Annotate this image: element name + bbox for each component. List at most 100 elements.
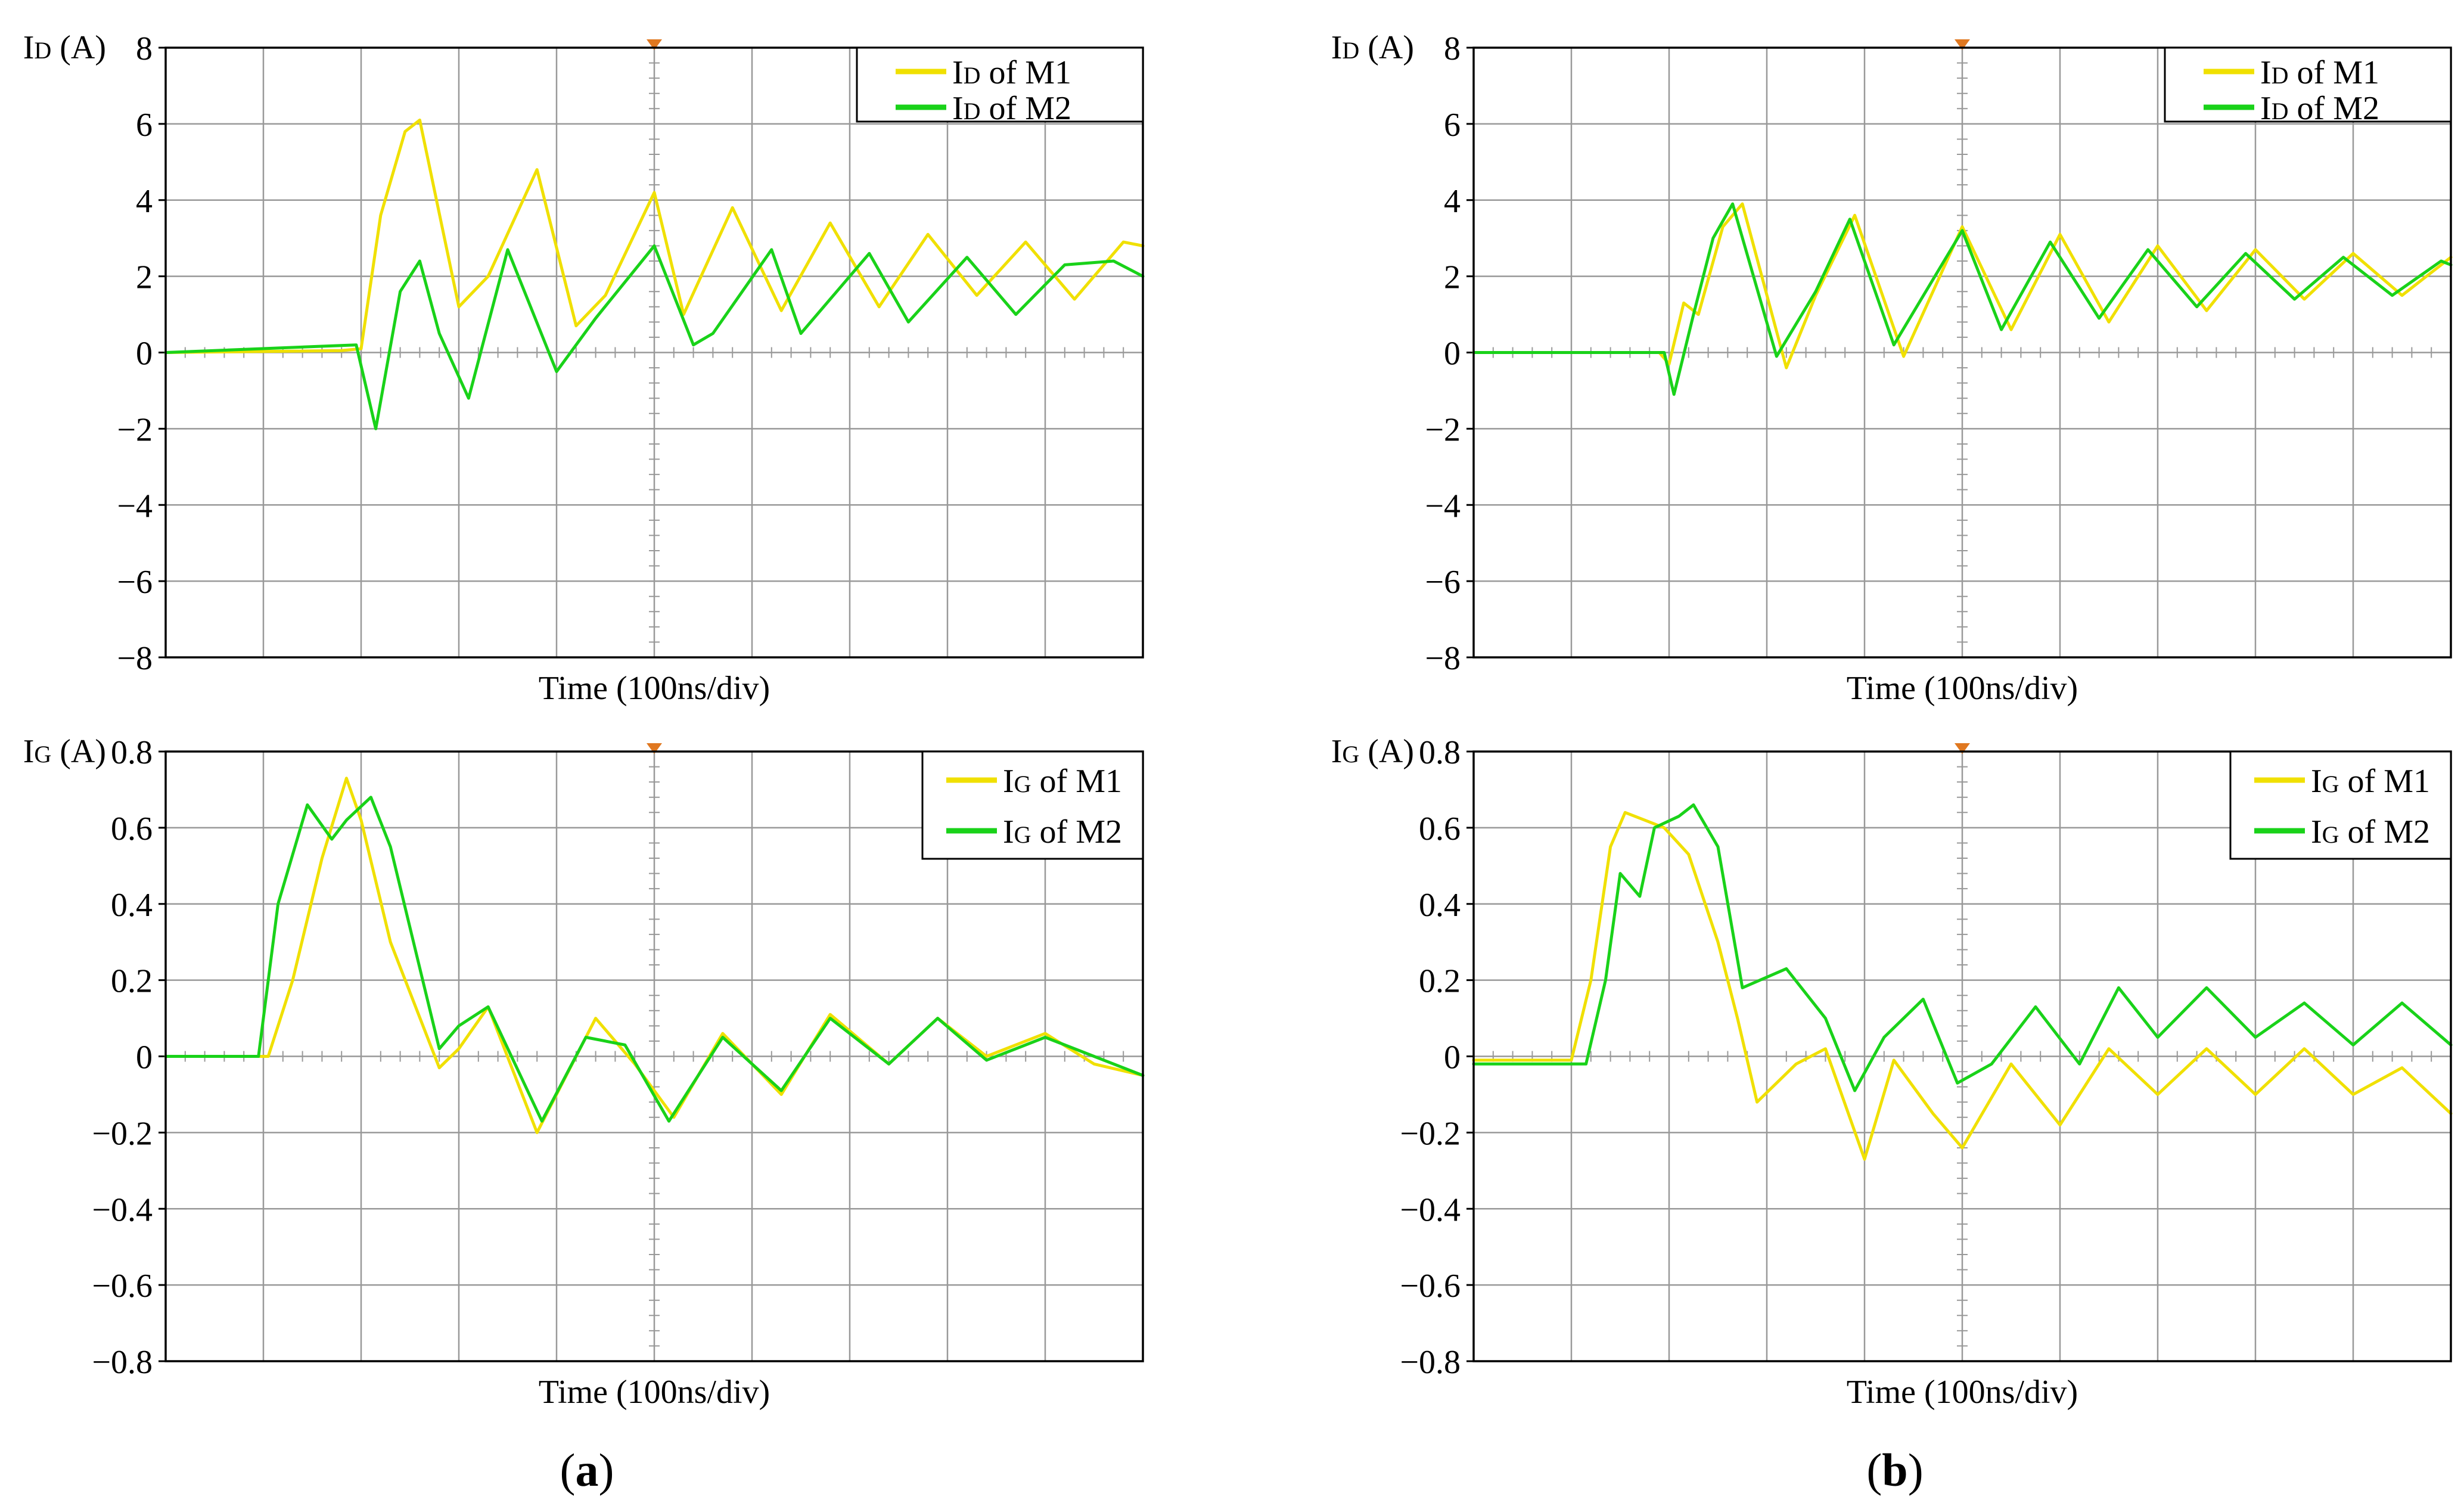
x-axis-label: Time (100ns/div) — [1847, 670, 2078, 707]
y-tick-label: 0 — [1444, 336, 1461, 372]
series-line-2 — [164, 244, 1145, 430]
y-tick-label: 6 — [136, 107, 153, 144]
series-line-1 — [1472, 202, 2453, 370]
grid — [1473, 751, 2451, 1362]
y-label-main: I — [1331, 733, 1343, 770]
panel-label-b: (b) — [1866, 1444, 1923, 1496]
y-tick-label: 0.8 — [111, 734, 153, 771]
series-line-2 — [1472, 202, 2453, 396]
series-group — [164, 119, 1145, 430]
legend-entry: ID of M2 — [2260, 90, 2379, 127]
y-tick-label: 0.8 — [1419, 734, 1461, 771]
legend-main: I — [952, 90, 964, 127]
y-tick-label: −6 — [117, 564, 153, 601]
legend-box — [921, 750, 1144, 860]
series-line-1 — [164, 119, 1145, 354]
y-tick-label: 0.2 — [1419, 963, 1461, 1000]
legend-entry: ID of M1 — [952, 54, 1071, 91]
series-line-2 — [1472, 803, 2453, 1092]
y-label-main: I — [1331, 29, 1343, 66]
legend-sub: D — [2272, 98, 2289, 125]
y-tick-label: 0 — [136, 1039, 153, 1076]
legend-main: I — [1003, 763, 1014, 800]
y-axis-label: ID (A) — [1331, 29, 1414, 66]
legend-rest: of M2 — [2339, 814, 2430, 850]
y-tick-label: 2 — [136, 259, 153, 296]
y-label-unit: (A) — [51, 733, 106, 770]
legend-sub: G — [1014, 821, 1031, 848]
y-label-sub: G — [34, 741, 51, 768]
y-tick-label: −4 — [117, 488, 153, 524]
x-axis-label: Time (100ns/div) — [539, 1374, 770, 1411]
y-tick-label: 0.6 — [1419, 811, 1461, 847]
legend-rest: of M1 — [2289, 54, 2379, 91]
panel-label-open: ( — [1866, 1444, 1882, 1496]
series-group — [1472, 803, 2453, 1161]
y-tick-label: −0.6 — [1400, 1268, 1461, 1305]
y-tick-label: −2 — [1425, 411, 1461, 448]
legend-rest: of M1 — [981, 54, 1071, 91]
legend-box — [2229, 750, 2452, 860]
y-tick-label: −0.4 — [1400, 1191, 1461, 1228]
legend-sub: D — [2272, 62, 2289, 89]
x-axis-label: Time (100ns/div) — [1847, 1374, 2078, 1411]
plot-frame — [164, 46, 1144, 659]
y-axis-label: ID (A) — [23, 29, 106, 66]
y-tick-label: 0 — [136, 336, 153, 372]
y-label-sub: G — [1342, 741, 1359, 768]
panel-label-close: ) — [1908, 1444, 1924, 1496]
plot-frame — [164, 750, 1144, 1362]
y-label-unit: (A) — [51, 29, 106, 66]
y-tick-label: 2 — [1444, 259, 1461, 296]
legend-rest: of M2 — [981, 90, 1071, 127]
legend-sub: G — [2322, 771, 2339, 797]
legend-entry: ID of M1 — [2260, 54, 2379, 91]
panel-label-letter: a — [576, 1444, 599, 1496]
series-line-1 — [1472, 811, 2453, 1161]
y-tick-label: 0.2 — [111, 963, 153, 1000]
y-tick-label: 4 — [136, 183, 153, 220]
y-tick-label: −0.8 — [1400, 1344, 1461, 1381]
legend: IG of M1 IG of M2 — [2229, 750, 2452, 860]
y-tick-label: 6 — [1444, 107, 1461, 144]
legend-entry: IG of M2 — [2311, 814, 2430, 850]
legend-main: I — [1003, 814, 1014, 850]
y-tick-label: −8 — [117, 640, 153, 677]
legend-main: I — [2311, 814, 2322, 850]
legend-rest: of M1 — [1031, 763, 1122, 800]
grid — [1473, 47, 2451, 658]
y-tick-label: 8 — [136, 30, 153, 67]
series-group — [164, 777, 1145, 1134]
y-tick-label: 0.6 — [111, 811, 153, 847]
y-tick-label: 0 — [1444, 1039, 1461, 1076]
y-label-sub: D — [34, 37, 51, 64]
y-tick-label: −0.2 — [1400, 1115, 1461, 1152]
y-tick-label: 0.4 — [111, 887, 153, 924]
y-tick-label: 0.4 — [1419, 887, 1461, 924]
legend-sub: G — [2322, 821, 2339, 848]
y-label-main: I — [23, 29, 35, 66]
legend-entry: IG of M1 — [1003, 763, 1122, 800]
plot-frame — [1472, 750, 2452, 1362]
y-tick-label: −0.6 — [92, 1268, 153, 1305]
legend-entry: IG of M1 — [2311, 763, 2430, 800]
y-label-unit: (A) — [1359, 733, 1414, 770]
legend-rest: of M2 — [1031, 814, 1122, 850]
panel-label-close: ) — [599, 1444, 614, 1496]
y-label-sub: D — [1342, 37, 1359, 64]
legend-rest: of M1 — [2339, 763, 2430, 800]
y-tick-label: 8 — [1444, 30, 1461, 67]
panel-label-letter: b — [1882, 1444, 1907, 1496]
legend-rest: of M2 — [2289, 90, 2379, 127]
chart-b-ig: 0.80.60.40.20−0.2−0.4−0.6−0.8IG (A)Time … — [1331, 733, 2453, 1411]
panel-label-open: ( — [560, 1444, 576, 1496]
legend-main: I — [2260, 90, 2272, 127]
legend-main: I — [2260, 54, 2272, 91]
trigger-marker — [647, 39, 662, 50]
